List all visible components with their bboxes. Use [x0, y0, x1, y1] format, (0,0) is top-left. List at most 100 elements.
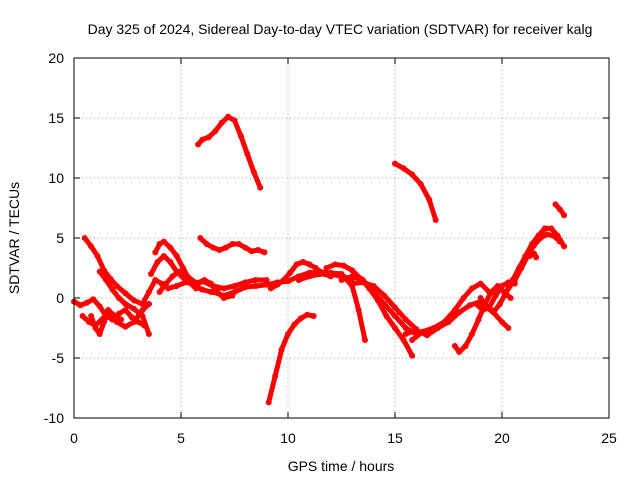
data-point	[531, 242, 538, 249]
data-point	[122, 290, 129, 297]
data-point	[152, 277, 159, 283]
data-point	[225, 113, 232, 120]
data-point	[220, 285, 227, 292]
data-point	[145, 289, 152, 295]
data-point	[338, 271, 345, 277]
data-point	[231, 117, 238, 124]
data-point	[201, 277, 208, 283]
data-point	[188, 277, 195, 283]
data-point	[312, 265, 319, 271]
data-point	[148, 271, 154, 277]
data-point	[118, 316, 125, 323]
data-point	[561, 243, 568, 250]
data-point	[280, 277, 287, 283]
data-point	[237, 133, 244, 139]
data-point	[109, 286, 116, 293]
data-point	[252, 277, 259, 283]
data-point	[203, 241, 210, 247]
x-tick-label: 25	[601, 430, 617, 446]
data-point	[160, 238, 167, 245]
data-point	[197, 235, 204, 241]
data-point	[543, 231, 550, 238]
data-point	[165, 285, 172, 292]
y-tick-label: 0	[56, 290, 64, 306]
data-point	[291, 321, 298, 328]
data-point	[417, 181, 424, 187]
data-point	[199, 136, 206, 143]
data-point	[208, 280, 214, 287]
x-tick-label: 15	[387, 430, 403, 446]
data-point	[424, 332, 431, 339]
data-point	[462, 343, 469, 349]
data-point	[304, 311, 311, 318]
data-point	[355, 307, 362, 313]
data-point	[541, 225, 548, 232]
data-point	[235, 241, 242, 247]
data-point	[460, 295, 467, 301]
series-arc-18	[349, 279, 420, 333]
data-point	[550, 232, 557, 239]
data-point	[167, 244, 174, 251]
data-point	[248, 248, 255, 255]
data-point	[349, 273, 356, 280]
data-point	[392, 313, 398, 319]
data-point	[499, 283, 505, 289]
data-point	[210, 289, 217, 295]
y-axis-label: SDTVAR / TECUs	[6, 182, 22, 294]
data-point	[94, 253, 101, 259]
data-point	[293, 261, 300, 268]
x-tick-label: 5	[177, 430, 185, 446]
data-point	[122, 301, 129, 307]
data-point	[400, 165, 407, 172]
data-point	[332, 261, 339, 268]
series-arc-5	[96, 268, 152, 337]
data-point	[261, 249, 268, 256]
series-arc-15	[295, 269, 368, 343]
data-point	[212, 128, 219, 135]
data-point	[392, 304, 398, 311]
data-point	[83, 299, 90, 306]
data-point	[556, 206, 563, 213]
data-point	[533, 254, 540, 261]
data-point	[250, 169, 257, 175]
data-point	[163, 280, 169, 287]
data-point	[383, 313, 390, 319]
data-point	[130, 305, 137, 312]
data-point	[195, 141, 202, 148]
data-point	[92, 325, 99, 331]
data-point	[409, 171, 416, 178]
data-point	[477, 280, 484, 287]
data-point	[362, 337, 368, 343]
data-series	[71, 113, 568, 406]
data-point	[327, 269, 334, 276]
data-point	[175, 268, 182, 275]
data-point	[139, 313, 146, 319]
data-point	[552, 201, 559, 208]
data-point	[242, 244, 249, 251]
y-tick-label: 20	[48, 50, 64, 66]
data-point	[402, 325, 409, 331]
data-point	[469, 331, 475, 337]
data-point	[490, 309, 497, 316]
data-point	[477, 295, 484, 301]
data-point	[402, 331, 409, 337]
data-point	[370, 283, 377, 289]
data-point	[317, 271, 324, 277]
x-tick-label: 20	[494, 430, 510, 446]
data-point	[469, 285, 475, 292]
data-point	[152, 249, 159, 256]
data-point	[518, 265, 525, 271]
y-tick-label: -10	[44, 410, 64, 426]
data-point	[111, 313, 118, 319]
data-point	[561, 212, 568, 219]
data-point	[272, 373, 279, 379]
series-arc-19	[392, 160, 439, 223]
data-point	[409, 337, 416, 343]
data-point	[475, 316, 482, 323]
data-point	[484, 304, 490, 311]
data-point	[473, 301, 480, 307]
data-point	[338, 277, 345, 283]
data-point	[381, 301, 388, 307]
data-point	[456, 349, 463, 355]
